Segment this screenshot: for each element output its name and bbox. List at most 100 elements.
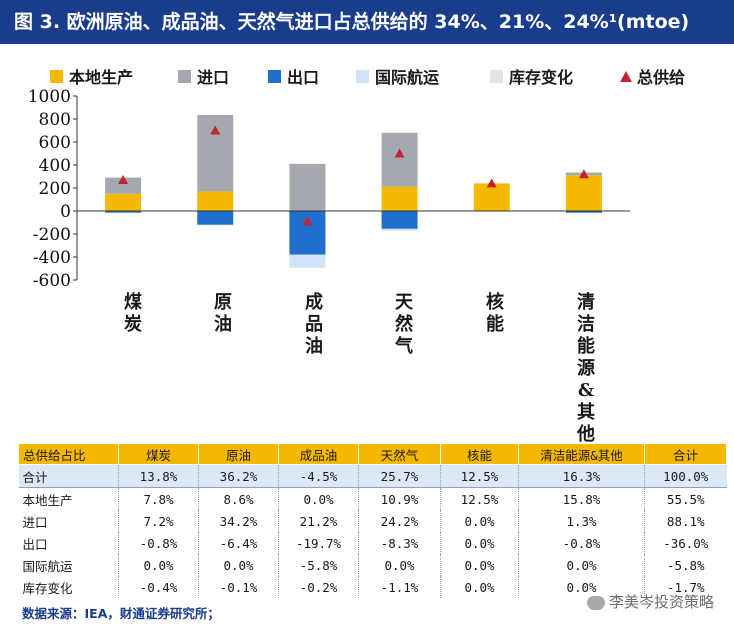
table-cell: 本地生产 — [22, 492, 73, 508]
table-cell: 0.0% — [440, 576, 519, 598]
table-cell: 0.0% — [198, 554, 279, 576]
watermark: 李美岑投资策略 — [586, 591, 714, 612]
bar-segment — [289, 163, 326, 211]
table-cell: 0.0% — [518, 554, 645, 576]
y-tick-label: -200 — [33, 225, 71, 245]
table-cell: 25.7% — [358, 464, 441, 488]
table-cell: -0.2% — [278, 576, 359, 598]
legend-swatch — [50, 69, 63, 83]
table-cell: 0.0% — [278, 487, 359, 510]
watermark-text: 李美岑投资策略 — [608, 593, 714, 611]
y-tick-label: 400 — [39, 156, 71, 176]
table-cell: 0.0% — [440, 532, 519, 554]
category-label-coal: 煤炭 — [124, 292, 142, 335]
table-cell: 0.0% — [118, 554, 199, 576]
table-cell: 21.2% — [278, 510, 359, 532]
table-cell: 34.2% — [198, 510, 279, 532]
legend-label: 出口 — [287, 68, 320, 87]
legend-item-stock-change: 库存变化 — [490, 62, 573, 90]
y-tick-label: -600 — [33, 271, 71, 288]
bar-segment — [565, 211, 602, 213]
table-cell: -1.7% — [644, 576, 727, 598]
figure-title: 图 3. 欧洲原油、成品油、天然气进口占总供给的 34%、21%、24%¹(mt… — [0, 0, 734, 44]
legend-item-local-production: 本地生产 — [50, 62, 133, 90]
table-cell: -0.1% — [198, 576, 279, 598]
legend-label: 本地生产 — [69, 68, 134, 87]
legend-swatch — [490, 69, 503, 83]
table-row: 出口 -0.8% -6.4% -19.7% -8.3% 0.0% -0.8% -… — [19, 532, 727, 554]
y-tick-label: 200 — [39, 179, 71, 199]
y-tick-label: 600 — [39, 133, 71, 153]
table-cell: -0.4% — [118, 576, 199, 598]
table-cell: 国际航运 — [22, 558, 73, 574]
legend-item-exports: 出口 — [268, 62, 319, 90]
stacked-bar-chart: 1000 800 600 400 200 0 -200 -400 -600 — [28, 88, 630, 288]
total-supply-marker — [118, 174, 129, 184]
table-cell: -8.3% — [358, 532, 441, 554]
table-cell: 8.6% — [198, 487, 279, 510]
category-label-refined-oil: 成品油 — [305, 292, 323, 357]
legend-item-total-supply: 总供给 — [620, 62, 685, 90]
table-cell: 12.5% — [440, 487, 519, 510]
table-cell: 合计 — [18, 464, 119, 488]
table-row: 国际航运 0.0% 0.0% -5.8% 0.0% 0.0% 0.0% -5.8… — [19, 554, 727, 576]
bar-segment — [289, 267, 326, 268]
total-supply-marker — [210, 125, 221, 135]
legend-item-shipping: 国际航运 — [356, 62, 439, 90]
table-cell: -19.7% — [278, 532, 359, 554]
category-label-clean-other: 清洁能源&其他 — [577, 292, 595, 445]
table-cell: -36.0% — [644, 532, 727, 554]
wechat-icon — [586, 595, 605, 610]
legend-item-imports: 进口 — [178, 62, 229, 90]
table-cell: 15.8% — [518, 487, 645, 510]
bar-segment — [105, 211, 142, 213]
table-cell: -0.8% — [118, 532, 199, 554]
category-label-natural-gas: 天然气 — [395, 292, 413, 357]
table-header: 总供给占比 — [18, 443, 119, 465]
bar-segment — [381, 132, 418, 187]
legend-label: 进口 — [197, 68, 230, 87]
table-header: 煤炭 — [118, 443, 199, 465]
table-header: 天然气 — [358, 443, 441, 465]
table-cell: 0.0% — [358, 554, 441, 576]
bar-segment — [105, 193, 142, 211]
chart-legend: 本地生产 进口 出口 国际航运 库存变化 总供给 — [50, 62, 730, 90]
total-supply-marker — [302, 216, 313, 226]
bar-segment — [473, 183, 510, 211]
table-cell: 100.0% — [644, 464, 727, 488]
legend-label: 国际航运 — [375, 68, 440, 87]
table-cell: 36.2% — [198, 464, 279, 488]
table-header: 合计 — [644, 443, 727, 465]
table-cell: 0.0% — [440, 510, 519, 532]
table-header: 核能 — [440, 443, 519, 465]
bar-segment — [381, 228, 418, 232]
table-cell: 7.8% — [118, 487, 199, 510]
y-tick-label: 800 — [39, 110, 71, 130]
legend-label: 总供给 — [637, 68, 686, 87]
bar-segment — [105, 177, 142, 194]
table-cell: -0.8% — [518, 532, 645, 554]
table-cell: 13.8% — [118, 464, 199, 488]
table-cell: 88.1% — [644, 510, 727, 532]
supply-share-table: 总供给占比 煤炭 原油 成品油 天然气 核能 清洁能源&其他 合计 合计 13.… — [18, 443, 727, 598]
table-cell: 出口 — [22, 536, 48, 552]
legend-swatch — [356, 69, 369, 83]
table-cell: 库存变化 — [22, 580, 73, 596]
total-supply-marker — [578, 169, 589, 179]
bar-segment — [197, 224, 234, 226]
category-label-crude-oil: 原油 — [214, 292, 232, 335]
table-cell: 10.9% — [358, 487, 441, 510]
table-row: 本地生产 7.8% 8.6% 0.0% 10.9% 12.5% 15.8% 55… — [19, 487, 727, 510]
table-cell: -1.1% — [358, 576, 441, 598]
total-supply-marker — [486, 178, 497, 188]
y-tick-label: 0 — [60, 202, 71, 222]
table-cell: 55.5% — [644, 487, 727, 510]
table-cell: 16.3% — [518, 464, 645, 488]
table-header: 原油 — [198, 443, 279, 465]
table-row: 进口 7.2% 34.2% 21.2% 24.2% 0.0% 1.3% 88.1… — [19, 510, 727, 532]
table-cell: 1.3% — [518, 510, 645, 532]
table-header: 清洁能源&其他 — [518, 443, 645, 465]
bar-segment — [381, 186, 418, 211]
table-cell: -5.8% — [644, 554, 727, 576]
bar-segment — [105, 212, 142, 214]
